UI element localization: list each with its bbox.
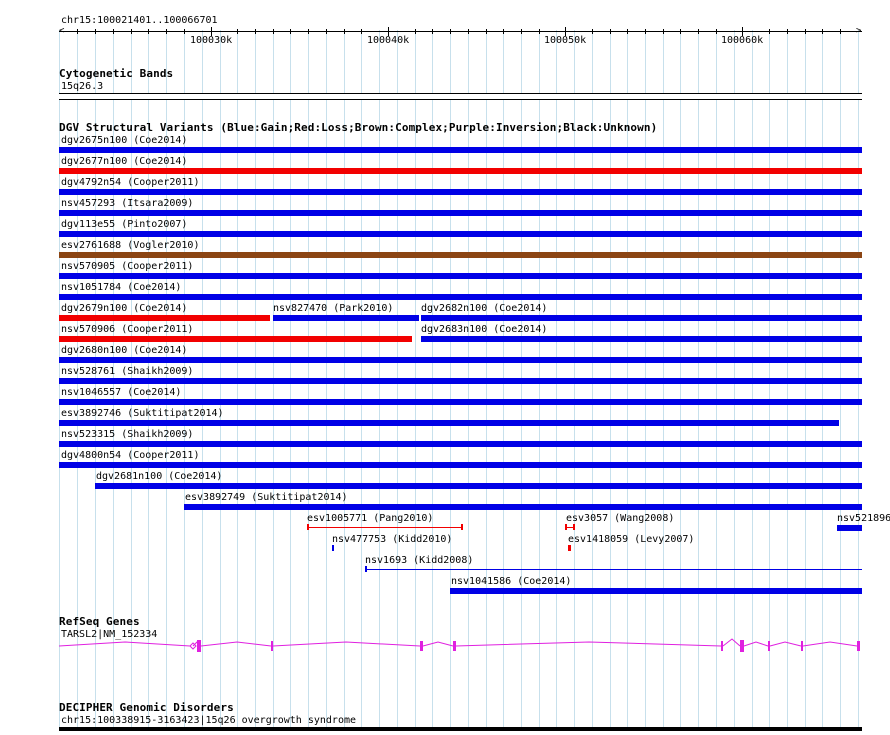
decipher-track-title[interactable]: DECIPHER Genomic Disorders <box>59 701 234 714</box>
decipher-entry-label: chr15:100338915-3163423|15q26 overgrowth… <box>61 715 357 726</box>
variant-esv2761688[interactable] <box>59 252 862 258</box>
variant-label: esv2761688 (Vogler2010) <box>61 240 200 251</box>
tick-label: 100040k <box>367 35 410 46</box>
variant-label: dgv2680n100 (Coe2014) <box>61 345 188 356</box>
cytoband-15q26-3[interactable] <box>59 94 862 99</box>
variant-nsv523315[interactable] <box>59 441 862 447</box>
variant-label: esv1418059 (Levy2007) <box>568 534 695 545</box>
refseq-track-title[interactable]: RefSeq Genes <box>59 615 140 628</box>
variant-nsv570905[interactable] <box>59 273 862 279</box>
variant-label: nsv827470 (Park2010) <box>273 303 394 314</box>
cytoband-bottom-line <box>59 99 862 100</box>
variant-nsv528761[interactable] <box>59 378 862 384</box>
variant-dgv2677n100[interactable] <box>59 168 862 174</box>
variant-label: nsv1041586 (Coe2014) <box>451 576 572 587</box>
variant-nsv570906[interactable] <box>59 336 412 342</box>
cytoband-top-line <box>59 93 862 94</box>
dgv-track-title[interactable]: DGV Structural Variants (Blue:Gain;Red:L… <box>59 121 658 134</box>
variant-label: dgv2682n100 (Coe2014) <box>421 303 548 314</box>
variant-esv1418059[interactable] <box>568 545 571 551</box>
decipher-overgrowth-syndrome-bar[interactable] <box>59 727 862 731</box>
ruler-right-arrow: > <box>856 26 862 36</box>
variant-label: dgv2683n100 (Coe2014) <box>421 324 548 335</box>
variant-nsv1046557[interactable] <box>59 399 862 405</box>
variant-nsv457293[interactable] <box>59 210 862 216</box>
variant-label: nsv570905 (Cooper2011) <box>61 261 194 272</box>
variant-label: dgv4800n54 (Cooper2011) <box>61 450 200 461</box>
variant-nsv827470[interactable] <box>273 315 419 321</box>
variant-label: esv1005771 (Pang2010) <box>307 513 434 524</box>
tick-label: 100050k <box>544 35 587 46</box>
variant-label: dgv2677n100 (Coe2014) <box>61 156 188 167</box>
variant-nsv477753[interactable] <box>332 545 334 551</box>
variant-dgv113e55[interactable] <box>59 231 862 237</box>
variant-label: esv3057 (Wang2008) <box>566 513 675 524</box>
cytoband-label: 15q26.3 <box>61 81 104 92</box>
cytobands-track-title[interactable]: Cytogenetic Bands <box>59 67 174 80</box>
variant-label: esv3892746 (Suktitipat2014) <box>61 408 224 419</box>
variant-dgv2682n100[interactable] <box>421 315 862 321</box>
tick-label: 100030k <box>190 35 233 46</box>
ruler-left-arrow: < <box>59 26 65 36</box>
variant-nsv521896[interactable] <box>837 525 862 531</box>
variant-label: dgv2681n100 (Coe2014) <box>96 471 223 482</box>
variant-esv3892749[interactable] <box>184 504 862 510</box>
variant-label: nsv477753 (Kidd2010) <box>332 534 453 545</box>
variant-label: nsv1046557 (Coe2014) <box>61 387 182 398</box>
variant-label: dgv113e55 (Pinto2007) <box>61 219 188 230</box>
variant-label: dgv4792n54 (Cooper2011) <box>61 177 200 188</box>
coordinates-label: chr15:100021401..100066701 <box>61 15 218 26</box>
variant-dgv2675n100[interactable] <box>59 147 862 153</box>
variant-label: dgv2675n100 (Coe2014) <box>61 135 188 146</box>
variant-label: dgv2679n100 (Coe2014) <box>61 303 188 314</box>
variant-label: nsv528761 (Shaikh2009) <box>61 366 194 377</box>
variant-label: nsv1051784 (Coe2014) <box>61 282 182 293</box>
tick-label: 100060k <box>721 35 764 46</box>
variant-label: nsv521896 <box>837 513 890 524</box>
variant-label: nsv1693 (Kidd2008) <box>365 555 474 566</box>
variant-dgv2679n100[interactable] <box>59 315 270 321</box>
variant-dgv4800n54[interactable] <box>59 462 862 468</box>
gene-model-tarsl2[interactable] <box>0 636 890 656</box>
variant-label: esv3892749 (Suktitipat2014) <box>185 492 348 503</box>
variant-dgv4792n54[interactable] <box>59 189 862 195</box>
variant-dgv2683n100[interactable] <box>421 336 862 342</box>
variant-esv3892746[interactable] <box>59 420 839 426</box>
variant-dgv2680n100[interactable] <box>59 357 862 363</box>
variant-nsv1051784[interactable] <box>59 294 862 300</box>
variant-label: nsv523315 (Shaikh2009) <box>61 429 194 440</box>
variant-dgv2681n100[interactable] <box>95 483 862 489</box>
variant-label: nsv570906 (Cooper2011) <box>61 324 194 335</box>
variant-label: nsv457293 (Itsara2009) <box>61 198 194 209</box>
variant-nsv1041586[interactable] <box>450 588 862 594</box>
gene-label: TARSL2|NM_152334 <box>61 629 158 640</box>
